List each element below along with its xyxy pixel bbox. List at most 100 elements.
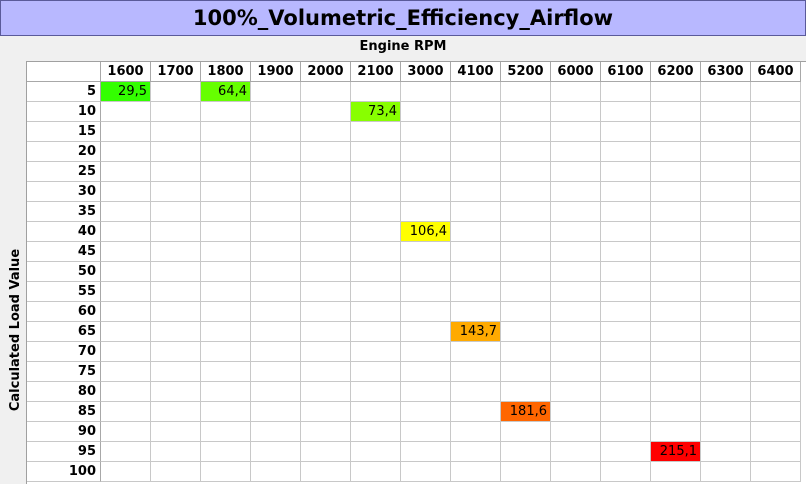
table-cell[interactable] bbox=[551, 282, 601, 302]
table-cell[interactable] bbox=[151, 182, 201, 202]
table-cell[interactable] bbox=[601, 322, 651, 342]
table-cell[interactable] bbox=[551, 222, 601, 242]
table-cell[interactable] bbox=[351, 382, 401, 402]
table-cell[interactable] bbox=[151, 322, 201, 342]
table-cell[interactable] bbox=[251, 102, 301, 122]
table-cell[interactable] bbox=[151, 222, 201, 242]
table-cell[interactable] bbox=[351, 322, 401, 342]
table-cell[interactable] bbox=[101, 462, 151, 482]
table-cell[interactable] bbox=[551, 442, 601, 462]
table-cell[interactable] bbox=[601, 202, 651, 222]
table-cell[interactable] bbox=[601, 422, 651, 442]
table-cell[interactable] bbox=[651, 222, 701, 242]
table-cell[interactable] bbox=[301, 382, 351, 402]
table-cell[interactable] bbox=[401, 162, 451, 182]
table-cell[interactable] bbox=[551, 302, 601, 322]
table-cell[interactable] bbox=[451, 442, 501, 462]
table-cell[interactable] bbox=[501, 242, 551, 262]
table-cell[interactable] bbox=[301, 462, 351, 482]
table-cell[interactable] bbox=[701, 262, 751, 282]
table-cell[interactable] bbox=[301, 102, 351, 122]
table-cell[interactable] bbox=[201, 222, 251, 242]
table-cell[interactable] bbox=[751, 262, 801, 282]
table-cell[interactable] bbox=[151, 442, 201, 462]
table-cell[interactable] bbox=[751, 422, 801, 442]
table-cell[interactable] bbox=[451, 142, 501, 162]
table-cell[interactable] bbox=[401, 322, 451, 342]
table-cell[interactable] bbox=[451, 302, 501, 322]
table-cell[interactable] bbox=[151, 302, 201, 322]
table-cell[interactable] bbox=[351, 362, 401, 382]
table-cell[interactable] bbox=[101, 182, 151, 202]
table-cell[interactable] bbox=[651, 422, 701, 442]
table-cell[interactable] bbox=[701, 402, 751, 422]
table-cell[interactable] bbox=[301, 82, 351, 102]
table-cell[interactable] bbox=[651, 142, 701, 162]
table-cell[interactable] bbox=[751, 322, 801, 342]
table-cell[interactable] bbox=[551, 322, 601, 342]
table-cell[interactable] bbox=[151, 402, 201, 422]
table-cell[interactable] bbox=[351, 422, 401, 442]
table-cell[interactable] bbox=[151, 382, 201, 402]
table-cell[interactable] bbox=[651, 382, 701, 402]
table-cell[interactable] bbox=[301, 322, 351, 342]
table-cell[interactable] bbox=[251, 342, 301, 362]
table-cell[interactable] bbox=[701, 322, 751, 342]
table-cell[interactable] bbox=[551, 342, 601, 362]
table-cell[interactable] bbox=[151, 362, 201, 382]
table-cell[interactable] bbox=[451, 342, 501, 362]
table-cell[interactable] bbox=[401, 422, 451, 442]
table-cell[interactable] bbox=[251, 302, 301, 322]
table-cell[interactable] bbox=[151, 462, 201, 482]
table-cell[interactable] bbox=[351, 222, 401, 242]
table-cell[interactable] bbox=[151, 262, 201, 282]
table-cell[interactable] bbox=[301, 362, 351, 382]
table-cell[interactable] bbox=[101, 202, 151, 222]
table-cell[interactable] bbox=[601, 162, 651, 182]
table-cell[interactable] bbox=[301, 202, 351, 222]
table-cell[interactable] bbox=[251, 82, 301, 102]
table-cell[interactable] bbox=[101, 342, 151, 362]
table-cell[interactable] bbox=[351, 82, 401, 102]
table-cell[interactable] bbox=[151, 82, 201, 102]
table-cell[interactable] bbox=[151, 242, 201, 262]
table-cell[interactable] bbox=[301, 182, 351, 202]
table-cell[interactable] bbox=[251, 262, 301, 282]
table-cell[interactable] bbox=[101, 222, 151, 242]
table-cell[interactable] bbox=[401, 142, 451, 162]
table-cell[interactable] bbox=[601, 302, 651, 322]
table-cell[interactable] bbox=[201, 102, 251, 122]
table-cell[interactable] bbox=[251, 422, 301, 442]
table-cell[interactable] bbox=[701, 202, 751, 222]
table-cell[interactable] bbox=[351, 302, 401, 322]
table-cell[interactable] bbox=[701, 282, 751, 302]
table-cell[interactable] bbox=[251, 182, 301, 202]
table-cell[interactable] bbox=[201, 442, 251, 462]
table-cell[interactable] bbox=[501, 302, 551, 322]
table-cell[interactable] bbox=[451, 462, 501, 482]
table-cell[interactable] bbox=[601, 342, 651, 362]
table-cell[interactable] bbox=[451, 202, 501, 222]
table-cell[interactable] bbox=[651, 162, 701, 182]
value-cell-5-1600[interactable]: 29,5 bbox=[101, 82, 151, 102]
table-cell[interactable] bbox=[151, 102, 201, 122]
table-cell[interactable] bbox=[501, 282, 551, 302]
table-cell[interactable] bbox=[201, 202, 251, 222]
table-cell[interactable] bbox=[651, 462, 701, 482]
table-cell[interactable] bbox=[201, 402, 251, 422]
table-cell[interactable] bbox=[701, 102, 751, 122]
table-cell[interactable] bbox=[101, 442, 151, 462]
table-cell[interactable] bbox=[651, 242, 701, 262]
table-cell[interactable] bbox=[601, 242, 651, 262]
table-cell[interactable] bbox=[751, 302, 801, 322]
table-cell[interactable] bbox=[401, 282, 451, 302]
table-cell[interactable] bbox=[101, 262, 151, 282]
table-cell[interactable] bbox=[751, 182, 801, 202]
table-cell[interactable] bbox=[351, 142, 401, 162]
table-cell[interactable] bbox=[451, 402, 501, 422]
table-cell[interactable] bbox=[401, 302, 451, 322]
table-cell[interactable] bbox=[451, 282, 501, 302]
table-cell[interactable] bbox=[251, 442, 301, 462]
table-cell[interactable] bbox=[601, 222, 651, 242]
table-cell[interactable] bbox=[301, 262, 351, 282]
